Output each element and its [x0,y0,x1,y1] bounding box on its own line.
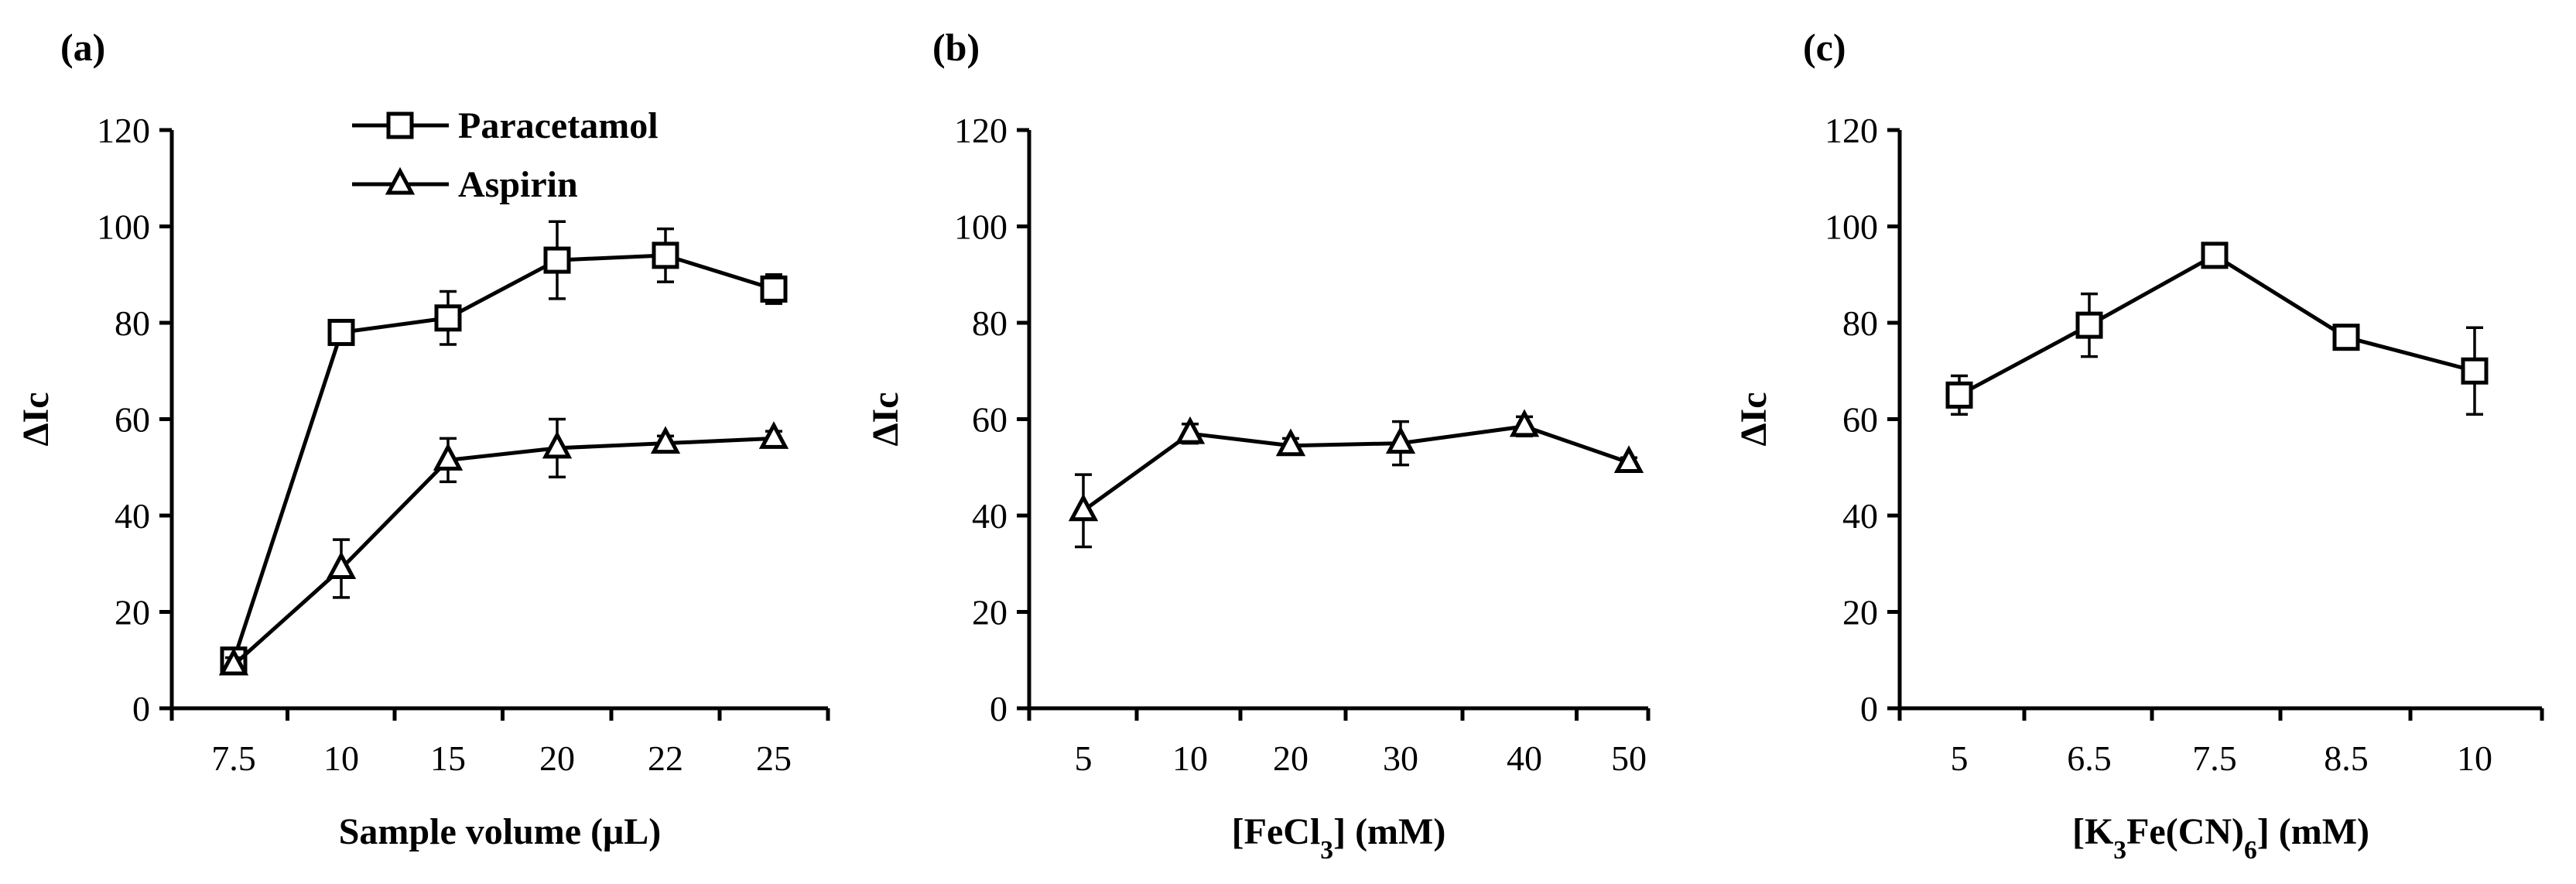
legend-marker-square [386,111,414,139]
y-tick-label: 100 [1825,207,1878,247]
y-tick-label: 0 [990,689,1007,728]
data-point-triangle [1509,409,1540,437]
chart-panel-a: (a) 0 20 40 60 80 100 120 7.5 10 15 20 22 25 Sample vo… [15,26,830,852]
y-tick-label: 20 [1842,593,1878,632]
data-point-square [2201,242,2229,269]
data-point-triangle [433,443,464,471]
x-tick-label: 25 [756,738,792,778]
series-line [1958,252,2475,397]
panel-label: (a) [60,26,105,69]
x-tick-label: 30 [1383,738,1418,778]
data-point-triangle [1275,428,1306,457]
x-tick-label: 5 [1075,738,1093,778]
y-tick-label: 120 [97,111,150,150]
data-point-triangle [1613,445,1644,474]
y-tick-label: 80 [972,303,1007,343]
y-tick-label: 0 [132,689,150,728]
x-tick-label: 7.5 [2192,738,2237,778]
data-point-triangle [758,421,789,449]
x-axis-label: Sample volume (μL) [339,811,662,852]
chart-panel-c: (c) 0 20 40 60 80 100 120 5 6.5 7.5 8.5 10 [K3Fe(CN)6… [1733,26,2544,865]
y-tick-label: 120 [954,111,1007,150]
data-point-square [2461,357,2489,385]
data-point-triangle [1068,493,1099,522]
x-tick-label: 6.5 [2067,738,2112,778]
y-tick-label: 100 [97,207,150,247]
x-tick-label: 5 [1951,738,1969,778]
x-tick-label: 40 [1507,738,1542,778]
data-point-square [543,246,571,274]
data-point-triangle [1175,416,1206,444]
data-point-triangle [650,426,681,454]
y-axis-label: ΔIc [865,392,906,446]
data-point-square [2075,311,2103,339]
data-point-square [434,304,462,332]
data-point-triangle [542,430,573,459]
y-tick-label: 40 [972,496,1007,536]
x-tick-label: 50 [1611,738,1647,778]
y-tick-label: 40 [1842,496,1878,536]
y-tick-label: 100 [954,207,1007,247]
series-data [1068,409,1644,549]
legend-label: Aspirin [458,164,578,205]
y-tick-label: 60 [972,400,1007,440]
y-tick-label: 120 [1825,111,1878,150]
data-point-square [1945,381,1973,409]
data-point-triangle [218,647,249,676]
series-aspirin [218,417,789,676]
y-tick-label: 20 [115,593,150,632]
data-point-triangle [326,551,357,579]
x-tick-label: 15 [430,738,466,778]
x-tick-label: 10 [1172,738,1208,778]
x-tick-label: 7.5 [211,738,256,778]
series-line [1082,424,1630,512]
x-tick-label: 20 [1273,738,1309,778]
x-tick-label: 22 [648,738,683,778]
data-point-square [2332,324,2360,351]
panel-label: (c) [1803,26,1846,69]
y-tick-label: 60 [115,400,150,440]
y-tick-label: 80 [115,303,150,343]
chart-panel-b: (b) 0 20 40 60 80 100 120 5 10 20 30 40 50 [FeCl3] (mM… [865,26,1651,865]
x-axis-label: [K3Fe(CN)6] (mM) [2072,811,2369,865]
legend-marker-triangle [385,166,416,195]
y-tick-label: 60 [1842,400,1878,440]
series-paracetamol [220,220,788,674]
y-tick-label: 20 [972,593,1007,632]
series-data [1945,242,2489,416]
x-axis-label: [FeCl3] (mM) [1232,811,1446,865]
x-tick-label: 10 [323,738,359,778]
series-line [232,436,775,666]
x-tick-label: 10 [2457,738,2492,778]
y-tick-label: 40 [115,496,150,536]
x-tick-label: 20 [539,738,575,778]
data-point-square [652,242,679,269]
legend-label: Paracetamol [458,105,659,146]
y-axis-label: ΔIc [1733,392,1774,446]
y-tick-label: 0 [1860,689,1878,728]
legend: Paracetamol Aspirin [352,105,659,205]
data-point-square [327,318,355,346]
series-line [231,253,775,661]
data-point-square [760,275,788,303]
x-tick-label: 8.5 [2324,738,2369,778]
data-point-triangle [1385,426,1416,454]
y-axis-label: ΔIc [15,392,56,446]
y-tick-label: 80 [1842,303,1878,343]
panel-label: (b) [932,26,980,69]
